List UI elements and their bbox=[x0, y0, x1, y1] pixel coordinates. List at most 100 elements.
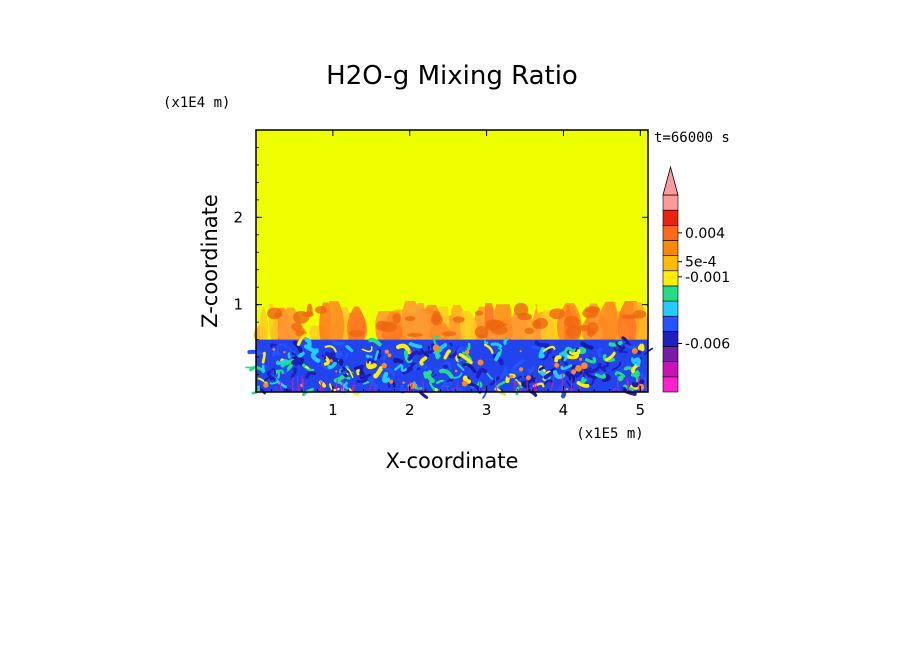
turbulence-streak bbox=[362, 380, 370, 385]
turbulence-streak bbox=[612, 361, 622, 371]
surface-streak bbox=[455, 380, 459, 392]
surface-streak bbox=[626, 377, 630, 392]
turbulence-streak bbox=[429, 380, 436, 391]
turbulence-streak bbox=[346, 368, 354, 379]
turbulence-streak bbox=[465, 342, 471, 351]
turbulence-streak bbox=[618, 375, 624, 382]
chart-title: H2O-g Mixing Ratio bbox=[326, 61, 578, 91]
plume-core bbox=[295, 329, 305, 337]
surface-streak bbox=[578, 385, 582, 392]
turbulence-streak bbox=[452, 372, 463, 379]
turbulence-streak bbox=[637, 343, 645, 352]
turbulence-streak bbox=[497, 347, 503, 355]
turbulence-streak bbox=[382, 371, 391, 384]
turbulence-streak bbox=[296, 333, 309, 346]
turbulence-streak bbox=[441, 384, 444, 389]
turbulence-streak bbox=[568, 349, 581, 356]
time-label: t=66000 s bbox=[654, 130, 730, 146]
turbulence-streak bbox=[266, 370, 276, 381]
turbulence-streak bbox=[613, 346, 622, 352]
turbulence-streak bbox=[247, 349, 262, 356]
colorbar-segment bbox=[662, 270, 679, 287]
turbulence-streak bbox=[303, 344, 319, 354]
turbulence-streak bbox=[335, 350, 343, 359]
plume-core bbox=[534, 317, 548, 329]
plume-core bbox=[576, 325, 590, 332]
turbulence-streak bbox=[419, 356, 428, 366]
turbulence-streak bbox=[510, 369, 520, 374]
plume-core bbox=[404, 315, 416, 322]
colorbar-segment bbox=[662, 376, 679, 393]
y-axis-unit: (x1E4 m) bbox=[163, 95, 230, 111]
turbulence-streak bbox=[608, 340, 623, 347]
turbulence-streak bbox=[582, 367, 593, 378]
surface-streak bbox=[417, 385, 421, 392]
plume-core bbox=[524, 327, 535, 335]
surface-streak bbox=[279, 380, 282, 392]
plume-core bbox=[407, 332, 423, 337]
turbulence-streak bbox=[594, 373, 607, 379]
turbulence-streak bbox=[271, 368, 276, 375]
turbulence-streak bbox=[373, 365, 384, 379]
x-tick-label: 3 bbox=[482, 401, 492, 419]
x-axis-unit: (x1E5 m) bbox=[576, 426, 643, 442]
turbulence-streak bbox=[290, 367, 297, 379]
turbulence-streak bbox=[449, 342, 453, 346]
turbulence-streak bbox=[523, 374, 534, 383]
turbulence-streak bbox=[289, 352, 295, 357]
plume bbox=[259, 307, 269, 340]
turbulence-streak bbox=[419, 347, 430, 358]
warm-spot bbox=[464, 349, 470, 355]
turbulence-streak bbox=[345, 344, 354, 353]
turbulence-streak bbox=[274, 369, 283, 373]
turbulence-streak bbox=[584, 374, 591, 381]
turbulence-streak bbox=[539, 349, 550, 361]
surface-streak bbox=[571, 387, 574, 392]
surface-streak bbox=[530, 387, 533, 392]
plume-core bbox=[348, 329, 365, 338]
surface-streak bbox=[275, 387, 279, 392]
turbulence-streak bbox=[456, 363, 465, 371]
turbulence-streak bbox=[423, 371, 429, 379]
surface-streak bbox=[446, 384, 449, 392]
plume-core bbox=[495, 322, 508, 328]
turbulence-streak bbox=[512, 359, 525, 370]
turbulence-streak bbox=[257, 377, 269, 385]
turbulence-streak bbox=[580, 341, 594, 350]
turbulence-streak bbox=[486, 372, 494, 380]
surface-streak bbox=[550, 374, 555, 392]
turbulence-streak bbox=[302, 363, 315, 373]
turbulence-streak bbox=[483, 343, 494, 354]
turbulence-streak bbox=[261, 364, 266, 374]
turbulence-streak bbox=[631, 357, 641, 367]
surface-streak bbox=[336, 378, 338, 392]
colorbar-segment bbox=[662, 315, 679, 332]
surface-streak bbox=[296, 376, 300, 392]
warm-spot bbox=[518, 367, 524, 372]
plume-core bbox=[291, 322, 303, 332]
x-tick-label: 1 bbox=[328, 401, 338, 419]
turbulence-streak bbox=[538, 366, 545, 371]
turbulence-streak bbox=[443, 361, 452, 370]
turbulence-streak bbox=[348, 388, 360, 396]
turbulence-streak bbox=[276, 343, 289, 350]
turbulence-streak bbox=[623, 384, 635, 391]
turbulence-streak bbox=[639, 373, 647, 381]
warm-spot bbox=[381, 362, 387, 369]
turbulence-streak bbox=[462, 362, 477, 374]
y-axis-ticks: 12 bbox=[233, 147, 648, 375]
plume-core bbox=[293, 310, 310, 324]
warm-spot bbox=[509, 374, 514, 379]
colorbar-label: -0.001 bbox=[685, 270, 730, 286]
turbulence-streak bbox=[565, 371, 572, 381]
turbulence-streak bbox=[344, 352, 349, 359]
plot-frame bbox=[255, 129, 649, 393]
turbulence-streak bbox=[331, 339, 345, 346]
turbulence-streak bbox=[324, 345, 337, 353]
warm-spot bbox=[526, 375, 531, 381]
colorbar: 0.004 5e-4-0.001 -0.006 bbox=[662, 165, 730, 393]
warm-spot bbox=[631, 348, 638, 355]
turbulence-streak bbox=[438, 368, 454, 379]
surface-streak bbox=[351, 385, 354, 392]
